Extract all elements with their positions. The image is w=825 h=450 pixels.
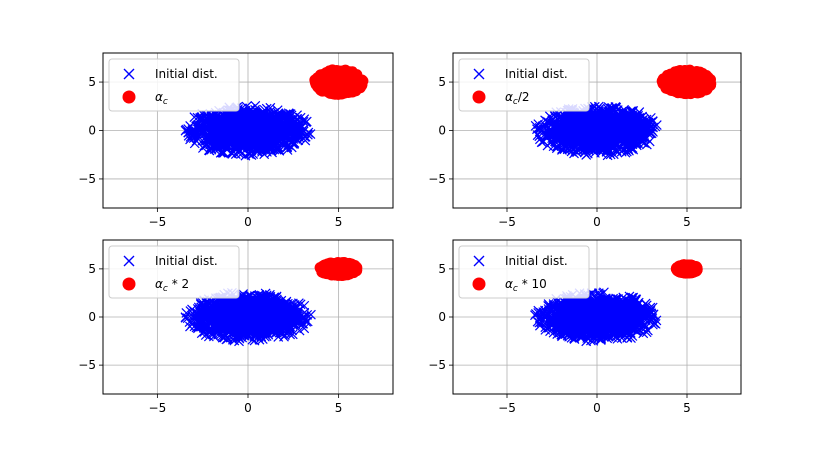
legend: Initial dist. αc (108, 58, 240, 112)
data-point (685, 80, 697, 92)
y-tick-label: −5 (78, 358, 96, 372)
y-tick-label: 0 (438, 124, 446, 138)
subplot-2: −5 0 5 −5 0 5 Initial dist. αc/2 (428, 52, 742, 229)
data-point (346, 263, 358, 275)
y-tick-label: 5 (88, 262, 96, 276)
series-transformed (309, 64, 369, 100)
legend-marker-x (123, 68, 135, 80)
data-point (664, 80, 676, 92)
plot-area (530, 259, 703, 347)
series-initial (180, 100, 316, 161)
data-point-x-markers (530, 101, 662, 161)
x-tick-label: −5 (149, 401, 167, 415)
legend: Initial dist. αc * 2 (108, 245, 240, 299)
x-tick-label: 0 (244, 401, 252, 415)
y-tick-label: 0 (88, 124, 96, 138)
series-initial (180, 287, 316, 347)
plot-area (180, 257, 363, 347)
legend-marker-x (473, 68, 485, 80)
y-tick-label: −5 (428, 172, 446, 186)
series-transformed (670, 259, 703, 279)
series-transformed (314, 257, 363, 281)
data-point-x-markers (180, 100, 316, 161)
data-point (325, 78, 337, 90)
legend-marker-circle (122, 90, 136, 104)
legend-label: αc * 2 (155, 277, 189, 294)
x-tick-label: −5 (149, 215, 167, 229)
y-tick-label: −5 (78, 172, 96, 186)
legend-marker-x (123, 255, 135, 267)
legend: Initial dist. αc/2 (458, 58, 590, 112)
plot-area (530, 64, 717, 161)
x-tick-label: −5 (498, 215, 516, 229)
x-tick-label: 5 (335, 401, 343, 415)
legend-label: αc (155, 90, 168, 107)
legend-marker-circle (472, 90, 486, 104)
data-point (334, 81, 346, 93)
x-tick-label: 0 (593, 215, 601, 229)
plot-area (180, 64, 369, 161)
x-tick-label: 0 (244, 215, 252, 229)
data-point (337, 263, 349, 275)
x-tick-label: 5 (683, 215, 691, 229)
legend-label: Initial dist. (155, 254, 218, 268)
x-tick-label: 5 (335, 215, 343, 229)
legend-box (108, 245, 240, 299)
legend-box (458, 58, 590, 112)
subplot-3: −5 0 5 −5 0 5 Initial dist. αc * 2 (78, 239, 394, 415)
series-transformed (656, 64, 717, 100)
series-initial (530, 101, 662, 161)
data-point (322, 259, 334, 271)
data-point (694, 85, 706, 97)
legend-label: Initial dist. (155, 67, 218, 81)
legend-label: αc/2 (505, 90, 530, 107)
data-point (329, 69, 341, 81)
data-point-x-markers (530, 287, 662, 347)
legend-marker-circle (122, 277, 136, 291)
data-point (316, 71, 328, 83)
series-initial (530, 287, 662, 347)
legend-box (108, 58, 240, 112)
legend-label: Initial dist. (505, 67, 568, 81)
data-point (349, 76, 361, 88)
data-point-x-markers (180, 287, 316, 347)
y-tick-label: 5 (438, 75, 446, 89)
y-tick-label: 0 (88, 310, 96, 324)
y-tick-label: 5 (88, 75, 96, 89)
subplot-1: −5 0 5 −5 0 5 Initial dist. αc (78, 52, 394, 229)
